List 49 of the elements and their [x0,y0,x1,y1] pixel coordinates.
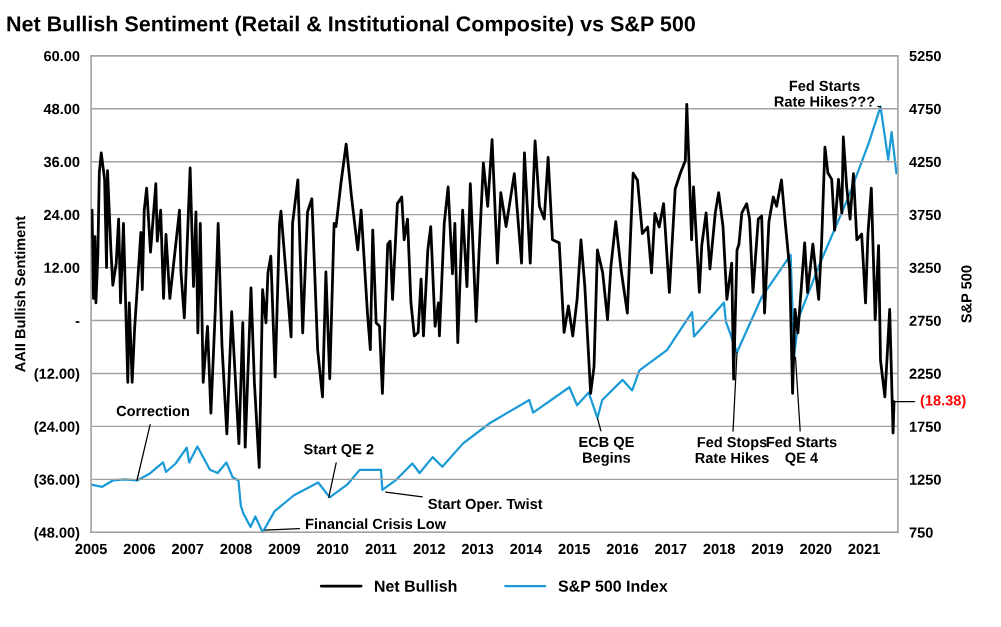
x-tick-label: 2015 [558,543,591,555]
y2-tick-label: 5250 [909,50,941,62]
y-tick-label: - [75,321,80,323]
annotation: Fed Starts Rate Hikes??? [774,80,875,107]
annotation: Start QE 2 [303,444,374,458]
chart-title: Net Bullish Sentiment (Retail & Institutional Composite) vs S&P 500 [7,15,695,36]
y-tick-label: 24.00 [44,209,80,221]
y2-tick-label: 750 [909,527,933,538]
legend-label: Net Bullish [375,580,457,592]
y2-tick-label: 2750 [909,315,941,326]
y-tick-label: (12.00) [34,368,80,382]
x-tick-label: 2010 [316,543,349,555]
x-tick-label: 2005 [75,543,107,555]
y2-axis-title: S&P 500 [961,265,972,323]
y-tick-label: 60.00 [44,50,80,62]
x-tick-label: 2012 [413,543,445,555]
y-tick-label: 36.00 [43,156,80,168]
y-tick-label: 12.00 [44,262,80,274]
y2-tick-label: 3750 [909,209,941,221]
y2-tick-label: 4250 [909,156,941,168]
y-axis-title: AAII Bullish Sentiment [14,216,26,372]
x-tick-label: 2018 [703,543,735,555]
x-tick-label: 2009 [268,543,301,555]
x-tick-label: 2020 [800,543,832,555]
y2-tick-label: 2250 [909,368,941,379]
y-tick-label: (36.00) [34,474,80,488]
y2-tick-label: 3250 [909,262,941,274]
x-tick-label: 2006 [123,543,156,555]
x-tick-label: 2007 [172,543,204,555]
x-tick-label: 2008 [220,543,252,555]
annotation: (18.38) [920,394,966,409]
x-tick-label: 2011 [365,543,397,555]
annotation: Start Oper. Twist [428,498,543,512]
x-tick-label: 2014 [510,543,543,555]
y2-tick-label: 1250 [909,474,941,485]
x-tick-label: 2017 [655,543,687,555]
y-tick-label: (24.00) [34,421,80,435]
y-tick-label: 48.00 [43,103,80,115]
x-tick-label: 2016 [606,543,639,555]
x-tick-label: 2021 [848,543,880,555]
x-tick-label: 2019 [751,543,784,555]
y2-tick-label: 4750 [909,103,941,115]
annotation: Correction [116,405,189,417]
legend-label: S&P 500 Index [558,580,668,592]
y2-tick-label: 1750 [909,421,941,432]
x-tick-label: 2013 [461,543,494,555]
y-tick-label: (48.00) [34,527,80,541]
annotation: Financial Crisis Low [305,518,447,530]
annotation: ECB QE Begins [579,436,634,466]
